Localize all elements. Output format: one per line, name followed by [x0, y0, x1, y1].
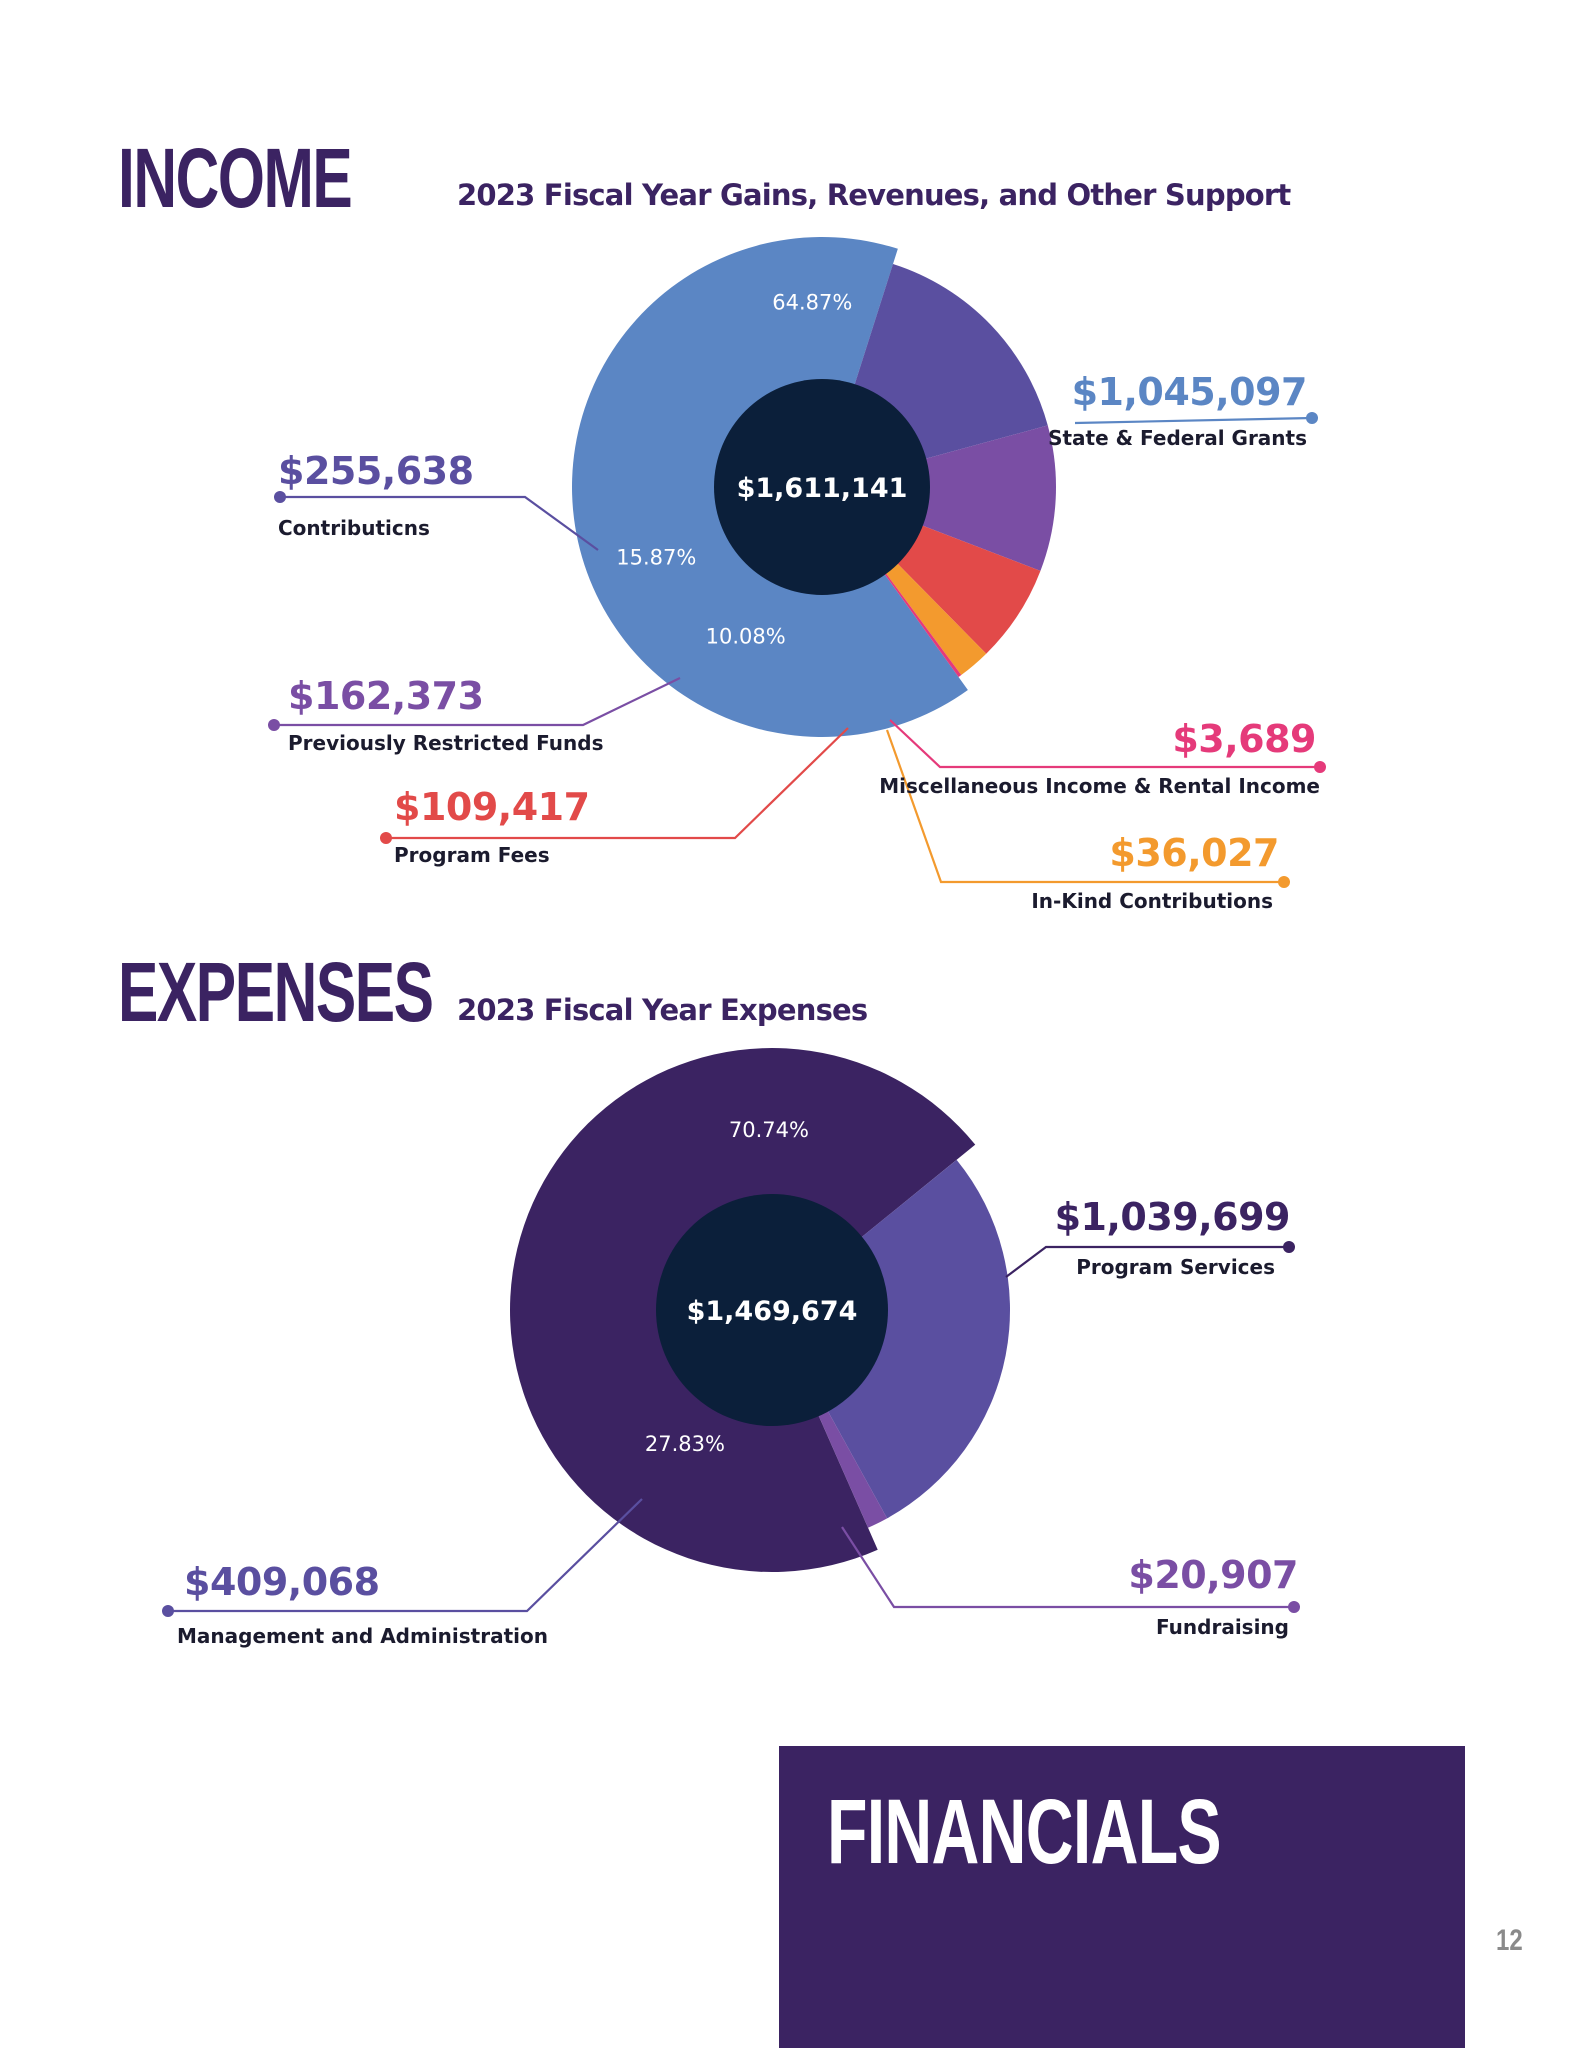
amount-in-kind-contributions: $36,027 — [1109, 831, 1279, 875]
leader-dot-miscellaneous-income-rental-income — [1314, 761, 1326, 773]
leader-line-previously-restricted-funds — [274, 677, 681, 727]
leader-line-contributicns — [280, 495, 599, 551]
label-state-federal-grants: State & Federal Grants — [1048, 426, 1307, 450]
donut-center — [714, 379, 930, 595]
label-miscellaneous-income-rental-income: Miscellaneous Income & Rental Income — [879, 774, 1320, 798]
leader-dot-program-fees — [380, 832, 392, 844]
leader-line-program-services — [1005, 1245, 1289, 1278]
label-fundraising: Fundraising — [1156, 1615, 1289, 1639]
amount-contributicns: $255,638 — [278, 449, 474, 493]
leader-line-fundraising — [841, 1526, 1294, 1609]
income-donut-chart: $1,611,141 64.87% 15.87% 10.08% $1,045,097 St… — [268, 236, 1326, 913]
amount-state-federal-grants: $1,045,097 — [1072, 370, 1307, 414]
leader-line-management-and-administration — [168, 1498, 643, 1613]
amount-fundraising: $20,907 — [1128, 1553, 1298, 1597]
amount-program-fees: $109,417 — [394, 785, 590, 829]
donut-center — [656, 1194, 888, 1426]
amount-previously-restricted-funds: $162,373 — [288, 674, 484, 718]
expenses-donut-chart: $1,469,674 70.74% 27.83% $1,039,699 Program … — [162, 1047, 1300, 1648]
pct-label-previously-restricted-funds: 10.08% — [706, 625, 786, 649]
leader-dot-in-kind-contributions — [1278, 876, 1290, 888]
pct-label-state-federal-grants: 64.87% — [772, 290, 852, 314]
income-heading: INCOME — [118, 131, 353, 225]
leader-dot-fundraising — [1288, 1601, 1300, 1613]
label-contributicns: Contributicns — [278, 516, 430, 540]
financials-title: FINANCIALS — [827, 1781, 1222, 1883]
amount-miscellaneous-income-rental-income: $3,689 — [1172, 717, 1316, 761]
label-previously-restricted-funds: Previously Restricted Funds — [288, 731, 604, 755]
label-in-kind-contributions: In-Kind Contributions — [1031, 889, 1273, 913]
leader-line-state-federal-grants — [1074, 416, 1313, 425]
pct-label-contributicns: 15.87% — [616, 545, 696, 569]
slice-previously-restricted-funds — [822, 425, 1057, 571]
leader-dot-management-and-administration — [162, 1605, 174, 1617]
leader-dot-contributicns — [274, 491, 286, 503]
pct-label-program-services: 70.74% — [729, 1118, 809, 1142]
leader-line-in-kind-contributions — [885, 729, 1284, 884]
label-program-fees: Program Fees — [394, 843, 550, 867]
expenses-subtitle: 2023 Fiscal Year Expenses — [457, 993, 868, 1027]
leader-dot-previously-restricted-funds — [268, 719, 280, 731]
expenses-heading: EXPENSES — [118, 945, 434, 1039]
amount-program-services: $1,039,699 — [1055, 1195, 1290, 1239]
label-program-services: Program Services — [1076, 1255, 1275, 1279]
page-number: 12 — [1496, 1924, 1523, 1957]
label-management-and-administration: Management and Administration — [177, 1624, 548, 1648]
financials-banner: FINANCIALS — [779, 1746, 1465, 2048]
center-total-label: $1,611,141 — [737, 473, 908, 504]
income-subtitle: 2023 Fiscal Year Gains, Revenues, and Ot… — [457, 178, 1291, 212]
pct-label-management-and-administration: 27.83% — [645, 1432, 725, 1456]
leader-dot-program-services — [1283, 1241, 1295, 1253]
amount-management-and-administration: $409,068 — [184, 1560, 380, 1604]
slice-management-and-administration — [772, 1159, 1011, 1519]
center-total-label: $1,469,674 — [687, 1296, 858, 1327]
leader-line-miscellaneous-income-rental-income — [889, 719, 1320, 769]
leader-dot-state-federal-grants — [1306, 412, 1318, 424]
leader-line-program-fees — [386, 727, 849, 840]
